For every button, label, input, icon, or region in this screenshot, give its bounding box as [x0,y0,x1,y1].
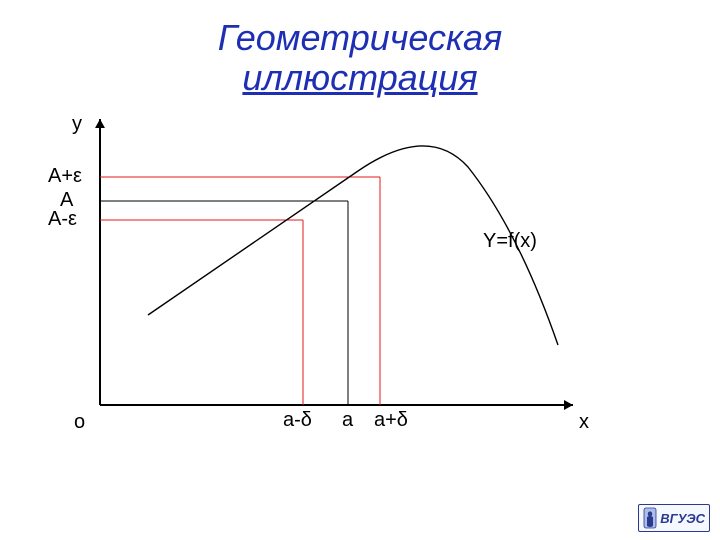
origin-label: o [74,411,85,434]
logo-icon [643,507,657,529]
slide-root: Геометрическая иллюстрация y x o A+ε A A… [0,0,720,540]
a-minus-eps-label: A-ε [48,208,77,231]
x-axis-label: x [579,411,589,434]
logo: ВГУЭС [638,504,710,532]
a-minus-delta-label: a-δ [283,409,312,432]
graph-svg [78,115,598,435]
y-axis-label: y [72,113,82,136]
graph-area [78,115,598,435]
slide-title: Геометрическая иллюстрация [0,18,720,97]
title-line-1: Геометрическая [0,18,720,58]
logo-text: ВГУЭС [660,511,705,526]
a-plus-eps-label: A+ε [48,165,82,188]
curve-label: Y=f(x) [483,230,537,253]
title-line-2: иллюстрация [0,58,720,98]
a-plus-delta-label: a+δ [374,409,408,432]
a-label-x: a [342,409,353,432]
